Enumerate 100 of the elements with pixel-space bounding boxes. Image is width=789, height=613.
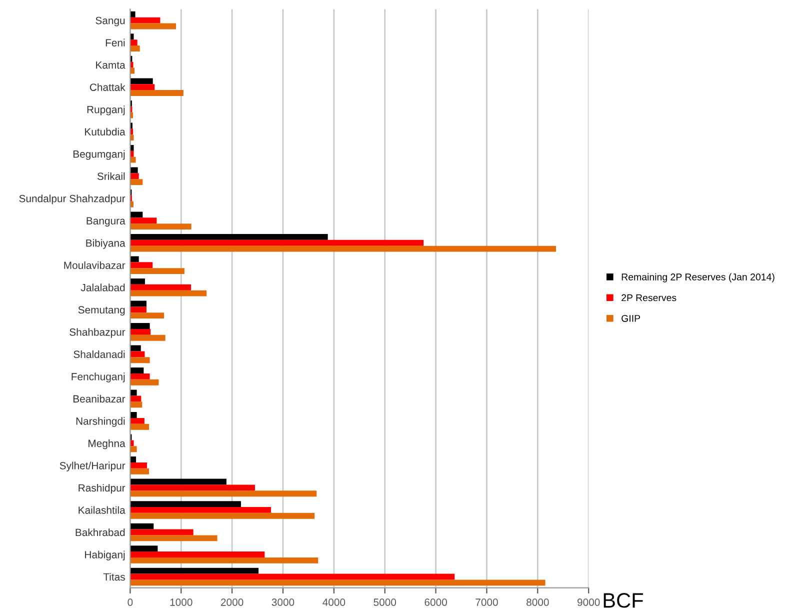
x-tick-label: 1000 (170, 598, 192, 606)
y-tick-label: Bakhrabad (76, 528, 125, 536)
y-tick-label: Begumganj (73, 150, 125, 160)
bar (130, 78, 153, 84)
y-tick-label: Feni (106, 38, 125, 46)
bar (130, 523, 154, 530)
bar (130, 262, 153, 268)
y-tick-label: Sundalpur Shahzadpur (19, 194, 126, 204)
bar (130, 290, 207, 296)
bar (130, 557, 318, 564)
bar (130, 144, 134, 151)
y-tick-label: Kutubdia (85, 128, 126, 136)
y-tick-label: Narshingdi (76, 417, 125, 427)
y-tick-label: Semutang (78, 306, 125, 316)
bar (130, 490, 317, 497)
bar (130, 17, 160, 24)
x-tick-label: 6000 (424, 598, 447, 606)
bar (130, 478, 226, 485)
bar (130, 234, 328, 240)
x-tick-label: 9000 (577, 598, 600, 606)
y-tick-label: Jalalabad (80, 284, 125, 292)
bar (130, 345, 141, 352)
x-tick-label: 8000 (526, 598, 549, 606)
y-tick-label: Meghna (88, 439, 126, 450)
bar (130, 468, 150, 474)
bar (130, 368, 144, 374)
y-tick-label: Habiganj (85, 550, 125, 560)
bar (130, 84, 155, 90)
bar (130, 424, 150, 430)
bar (130, 300, 146, 307)
y-tick-label: Chattak (90, 83, 126, 91)
bar (130, 156, 136, 163)
bar (130, 546, 158, 552)
bar (130, 390, 137, 396)
y-tick-label: Rashidpur (78, 484, 126, 494)
bar (130, 134, 134, 141)
bar (130, 323, 150, 329)
bar (130, 167, 138, 174)
legend-label: GIIP (622, 314, 640, 322)
x-tick-label: 2000 (220, 598, 244, 606)
bar (130, 484, 255, 491)
x-tick-label: 4000 (322, 598, 346, 606)
x-tick-label: 5000 (374, 598, 396, 606)
bar (130, 46, 140, 52)
bar (130, 246, 556, 252)
bar (130, 128, 133, 135)
y-tick-label: Bangura (86, 217, 126, 227)
bar (130, 312, 164, 319)
legend-label: Remaining 2P Reserves (Jan 2014) (622, 273, 774, 282)
bar (130, 357, 150, 364)
y-tick-label: Shaldanadi (74, 350, 125, 358)
bar (130, 580, 546, 586)
bar (130, 552, 265, 558)
bar (130, 90, 184, 96)
bar (130, 501, 241, 507)
bar (130, 179, 143, 186)
bar (130, 456, 136, 462)
bar (130, 446, 137, 452)
y-tick-label: Rupganj (87, 106, 125, 116)
bar (130, 462, 147, 468)
bar (130, 224, 192, 230)
bar (130, 373, 150, 380)
bar (130, 212, 143, 218)
y-tick-label: Kamta (96, 61, 126, 69)
bar (130, 440, 134, 446)
x-tick-label: 0 (128, 598, 133, 606)
x-tick-label: 7000 (476, 598, 498, 606)
bar (130, 507, 272, 513)
bar (130, 418, 144, 424)
bar (130, 334, 166, 341)
legend-label: 2P Reserves (622, 294, 676, 302)
bar (130, 306, 146, 313)
bar (130, 568, 259, 574)
bar (130, 23, 176, 30)
bar (130, 351, 145, 358)
y-tick-label: Beanibazar (73, 394, 126, 403)
bar (130, 112, 133, 118)
bar (130, 150, 134, 157)
bar (130, 40, 138, 46)
x-tick-label: 3000 (272, 598, 294, 606)
bar (130, 284, 192, 290)
bar (130, 396, 142, 402)
bar (130, 574, 455, 580)
bar (130, 256, 139, 262)
y-tick-label: Bibiyana (86, 239, 126, 249)
bar (130, 11, 136, 18)
bar (130, 240, 424, 246)
bar (130, 529, 194, 536)
y-tick-label: Moulavibazar (64, 261, 126, 270)
y-tick-label: Shahbazpur (70, 328, 126, 338)
bar (130, 412, 137, 418)
bar (130, 278, 145, 284)
bar (130, 173, 139, 180)
bar (130, 201, 134, 208)
bar (130, 512, 315, 519)
y-tick-label: Titas (103, 572, 125, 581)
bar (130, 34, 134, 40)
bar (130, 328, 151, 335)
y-tick-label: Kailashtila (78, 506, 126, 514)
bar (130, 268, 184, 274)
